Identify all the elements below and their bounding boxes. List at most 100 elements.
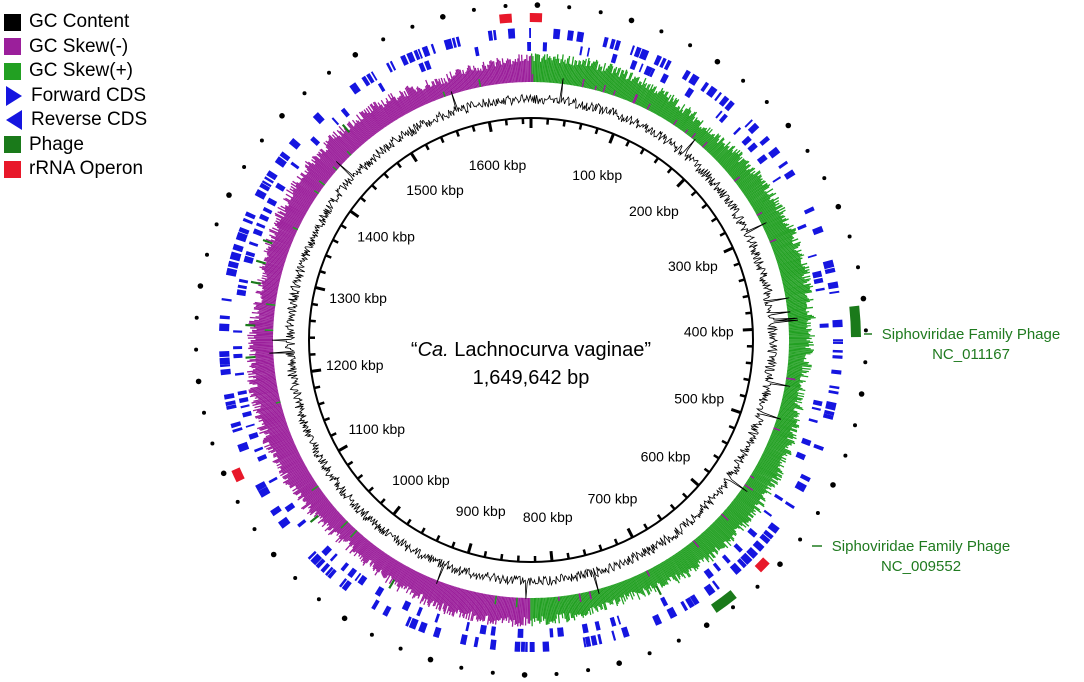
reverse-cds: [234, 372, 245, 376]
minor-tick: [383, 172, 390, 179]
gc-skew-negative: [397, 97, 407, 115]
gc-skew-positive: [619, 582, 625, 595]
gc-skew-positive: [733, 499, 751, 514]
forward-cds: [525, 641, 528, 652]
major-tick: [409, 152, 418, 163]
gc-skew-negative: [362, 545, 376, 562]
forward-cds: [827, 281, 839, 290]
tick-label: 1200 kbp: [326, 357, 384, 373]
gc-skew-positive: [779, 408, 800, 415]
gc-skew-negative: [478, 593, 485, 620]
gc-skew-positive: [606, 586, 614, 605]
minor-tick: [656, 514, 663, 521]
forward-cds: [822, 413, 834, 420]
gc-skew-positive: [718, 516, 737, 533]
gc-skew-negative: [491, 61, 497, 85]
gc-skew-positive: [551, 56, 555, 83]
gc-skew-positive: [666, 558, 681, 580]
gc-skew-negative: [338, 135, 355, 153]
forward-cds: [235, 231, 248, 243]
forward-cds: [825, 401, 837, 411]
gc-skew-positive: [588, 61, 596, 89]
gc-skew-negative: [284, 466, 307, 480]
gc-skew-positive: [594, 66, 602, 91]
gc-skew-positive: [620, 581, 628, 600]
forward-cds: [688, 73, 700, 86]
reverse-cds: [643, 65, 653, 77]
gc-skew-positive: [569, 595, 574, 619]
gc-skew-negative: [365, 107, 382, 131]
gc-skew-positive: [714, 520, 735, 540]
gc-skew-negative: [360, 544, 375, 562]
forward-cds: [566, 30, 574, 41]
minor-tick: [613, 538, 619, 545]
gc-skew-positive: [621, 581, 629, 597]
forward-cds: [638, 48, 650, 61]
gc-skew-positive: [535, 54, 538, 83]
gc-skew-negative: [471, 69, 477, 89]
gc-skew-positive: [776, 253, 803, 263]
gc-skew-negative: [282, 464, 306, 478]
reverse-cds: [763, 509, 773, 517]
gc-skew-spike: [702, 141, 708, 148]
legend-swatch-icon: [4, 160, 21, 178]
gc-skew-negative: [407, 570, 417, 587]
gc-skew-negative: [249, 322, 274, 325]
gc-skew-negative: [282, 461, 304, 474]
gc-skew-negative: [528, 598, 531, 624]
gc-skew-negative: [325, 146, 344, 164]
gc-skew-positive: [757, 462, 783, 477]
gc-skew-positive: [555, 596, 558, 615]
gc-skew-positive: [730, 160, 750, 177]
gc-skew-negative: [408, 87, 420, 108]
forward-cds: [597, 634, 603, 645]
gc-skew-negative: [469, 65, 476, 89]
phage-mark: [341, 124, 351, 133]
tick-label: 800 kbp: [523, 509, 573, 525]
gc-skew-negative: [273, 445, 296, 457]
gc-skew-negative: [390, 562, 401, 578]
gc-skew-negative: [280, 462, 305, 477]
gc-skew-negative: [285, 206, 305, 218]
outer-dot: [843, 453, 848, 458]
reverse-cds: [610, 53, 618, 64]
gc-skew-negative: [261, 300, 276, 304]
gc-skew-positive: [636, 574, 644, 589]
gc-skew-positive: [676, 107, 691, 128]
gc-skew-positive: [649, 568, 658, 584]
gc-skew-negative: [400, 95, 411, 113]
gc-skew-positive: [593, 590, 599, 607]
gc-skew-positive: [787, 308, 807, 313]
phage-mark: [309, 514, 319, 523]
gc-skew-spike: [733, 176, 741, 182]
gc-skew-positive: [551, 597, 555, 621]
gc-skew-negative: [270, 236, 292, 246]
gc-skew-positive: [783, 279, 810, 287]
gc-skew-negative: [443, 585, 453, 612]
gc-skew-positive: [713, 521, 735, 542]
gc-skew-positive: [553, 58, 557, 84]
gc-skew-positive: [701, 533, 719, 553]
gc-skew-positive: [727, 159, 746, 175]
gc-skew-negative: [254, 408, 283, 418]
legend-swatch-icon: [6, 110, 22, 131]
forward-cds: [706, 85, 718, 98]
gc-skew-negative: [381, 557, 394, 576]
gc-skew-negative: [472, 65, 479, 88]
gc-skew-positive: [724, 509, 743, 527]
outer-dot: [777, 561, 783, 567]
minor-tick: [745, 361, 752, 365]
gc-skew-negative: [281, 454, 301, 466]
forward-cds: [430, 43, 437, 54]
outer-dot: [369, 632, 374, 637]
gc-skew-positive: [726, 161, 739, 173]
gc-skew-positive: [679, 550, 694, 569]
gc-skew-positive: [788, 354, 806, 357]
gc-skew-negative: [523, 597, 526, 618]
gc-skew-negative: [249, 332, 274, 335]
gc-skew-negative: [381, 557, 393, 575]
gc-skew-positive: [689, 120, 704, 138]
gc-skew-positive: [558, 59, 562, 84]
reverse-cds: [418, 62, 426, 73]
reverse-cds: [756, 154, 768, 165]
